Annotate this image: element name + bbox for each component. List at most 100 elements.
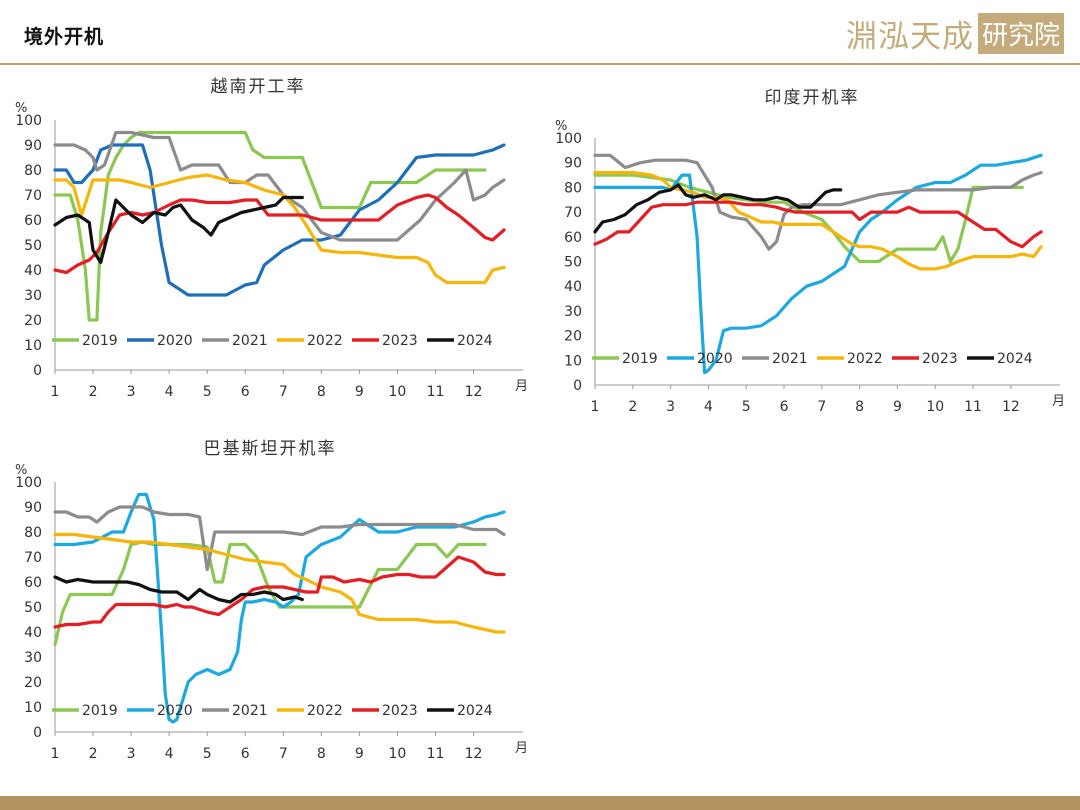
legend-label-2024: 2024 [997, 351, 1033, 367]
x-tick-label: 5 [203, 746, 212, 762]
x-tick-label: 4 [704, 399, 713, 415]
y-tick-label: 30 [564, 304, 582, 320]
x-tick-label: 6 [241, 384, 250, 400]
y-tick-label: 100 [15, 475, 42, 491]
x-tick-label: 8 [317, 746, 326, 762]
y-unit-label: % [15, 463, 27, 478]
chart-title: 越南开工率 [211, 77, 306, 97]
series-line-2020 [53, 492, 506, 724]
legend-label-2019: 2019 [82, 333, 118, 349]
x-tick-label: 8 [317, 384, 326, 400]
x-tick-label: 4 [165, 746, 174, 762]
series-line-2022 [53, 173, 506, 285]
series-line-2021 [593, 153, 1043, 251]
y-tick-label: 60 [24, 213, 42, 229]
x-tick-label: 12 [465, 746, 483, 762]
legend-label-2023: 2023 [922, 351, 958, 367]
y-tick-label: 50 [564, 255, 582, 271]
legend-label-2020: 2020 [157, 703, 193, 719]
series-line-2023 [53, 193, 506, 275]
x-tick-label: 3 [666, 399, 675, 415]
series-line-2024 [593, 183, 843, 234]
x-tick-label: 6 [241, 746, 250, 762]
x-tick-label: 11 [427, 746, 445, 762]
y-tick-label: 90 [564, 156, 582, 172]
x-unit-label: 月 [515, 379, 528, 394]
chart-title: 印度开机率 [765, 88, 860, 108]
chart-title: 巴基斯坦开机率 [204, 439, 337, 459]
legend-label-2020: 2020 [157, 333, 193, 349]
x-tick-label: 3 [127, 746, 136, 762]
legend-label-2021: 2021 [232, 703, 268, 719]
legend-label-2021: 2021 [232, 333, 268, 349]
x-tick-label: 2 [89, 384, 98, 400]
x-tick-label: 2 [89, 746, 98, 762]
x-tick-label: 6 [780, 399, 789, 415]
legend-label-2019: 2019 [622, 351, 658, 367]
header-divider [0, 63, 1080, 65]
y-tick-label: 90 [24, 138, 42, 154]
y-tick-label: 60 [564, 230, 582, 246]
series-line-2021 [53, 130, 506, 242]
x-unit-label: 月 [515, 741, 528, 756]
series-line-2020 [593, 153, 1043, 375]
series-line-2024 [53, 195, 304, 265]
y-tick-label: 80 [24, 525, 42, 541]
legend-label-2023: 2023 [382, 703, 418, 719]
y-tick-label: 90 [24, 500, 42, 516]
x-tick-label: 10 [389, 746, 407, 762]
x-tick-label: 4 [165, 384, 174, 400]
series-line-2023 [593, 200, 1043, 249]
legend-label-2022: 2022 [847, 351, 883, 367]
series-line-2019 [593, 173, 1024, 264]
y-tick-label: 70 [564, 205, 582, 221]
y-tick-label: 10 [24, 338, 42, 354]
x-tick-label: 12 [465, 384, 483, 400]
x-tick-label: 9 [893, 399, 902, 415]
y-tick-label: 70 [24, 550, 42, 566]
logo-box-text: 研究院 [978, 12, 1065, 54]
y-tick-label: 20 [24, 675, 42, 691]
x-tick-label: 10 [389, 384, 407, 400]
legend-label-2020: 2020 [697, 351, 733, 367]
x-tick-label: 5 [203, 384, 212, 400]
x-tick-label: 11 [427, 384, 445, 400]
x-tick-label: 9 [355, 746, 364, 762]
series-line-2020 [53, 143, 506, 297]
x-tick-label: 7 [279, 384, 288, 400]
page-title: 境外开机 [24, 26, 105, 48]
x-unit-label: 月 [1052, 394, 1065, 409]
x-tick-label: 1 [51, 384, 60, 400]
legend-label-2024: 2024 [457, 333, 493, 349]
y-tick-label: 10 [24, 700, 42, 716]
x-tick-label: 7 [279, 746, 288, 762]
y-unit-label: % [555, 119, 567, 134]
y-tick-label: 100 [555, 131, 582, 147]
y-tick-label: 40 [24, 625, 42, 641]
y-tick-label: 80 [24, 163, 42, 179]
y-unit-label: % [15, 101, 27, 116]
x-tick-label: 2 [628, 399, 637, 415]
legend-label-2023: 2023 [382, 333, 418, 349]
series-line-2021 [53, 505, 506, 572]
x-tick-label: 12 [1002, 399, 1020, 415]
legend-label-2022: 2022 [307, 703, 343, 719]
legend-label-2019: 2019 [82, 703, 118, 719]
x-tick-label: 1 [591, 399, 600, 415]
series-line-2019 [53, 130, 487, 322]
y-tick-label: 50 [24, 238, 42, 254]
legend-label-2022: 2022 [307, 333, 343, 349]
footer-bar [0, 796, 1080, 810]
y-tick-label: 30 [24, 650, 42, 666]
x-tick-label: 10 [926, 399, 944, 415]
y-tick-label: 40 [564, 279, 582, 295]
y-tick-label: 80 [564, 180, 582, 196]
y-tick-label: 0 [33, 363, 42, 379]
series-line-2023 [53, 555, 506, 629]
y-tick-label: 30 [24, 288, 42, 304]
y-tick-label: 50 [24, 600, 42, 616]
y-tick-label: 60 [24, 575, 42, 591]
y-tick-label: 40 [24, 263, 42, 279]
